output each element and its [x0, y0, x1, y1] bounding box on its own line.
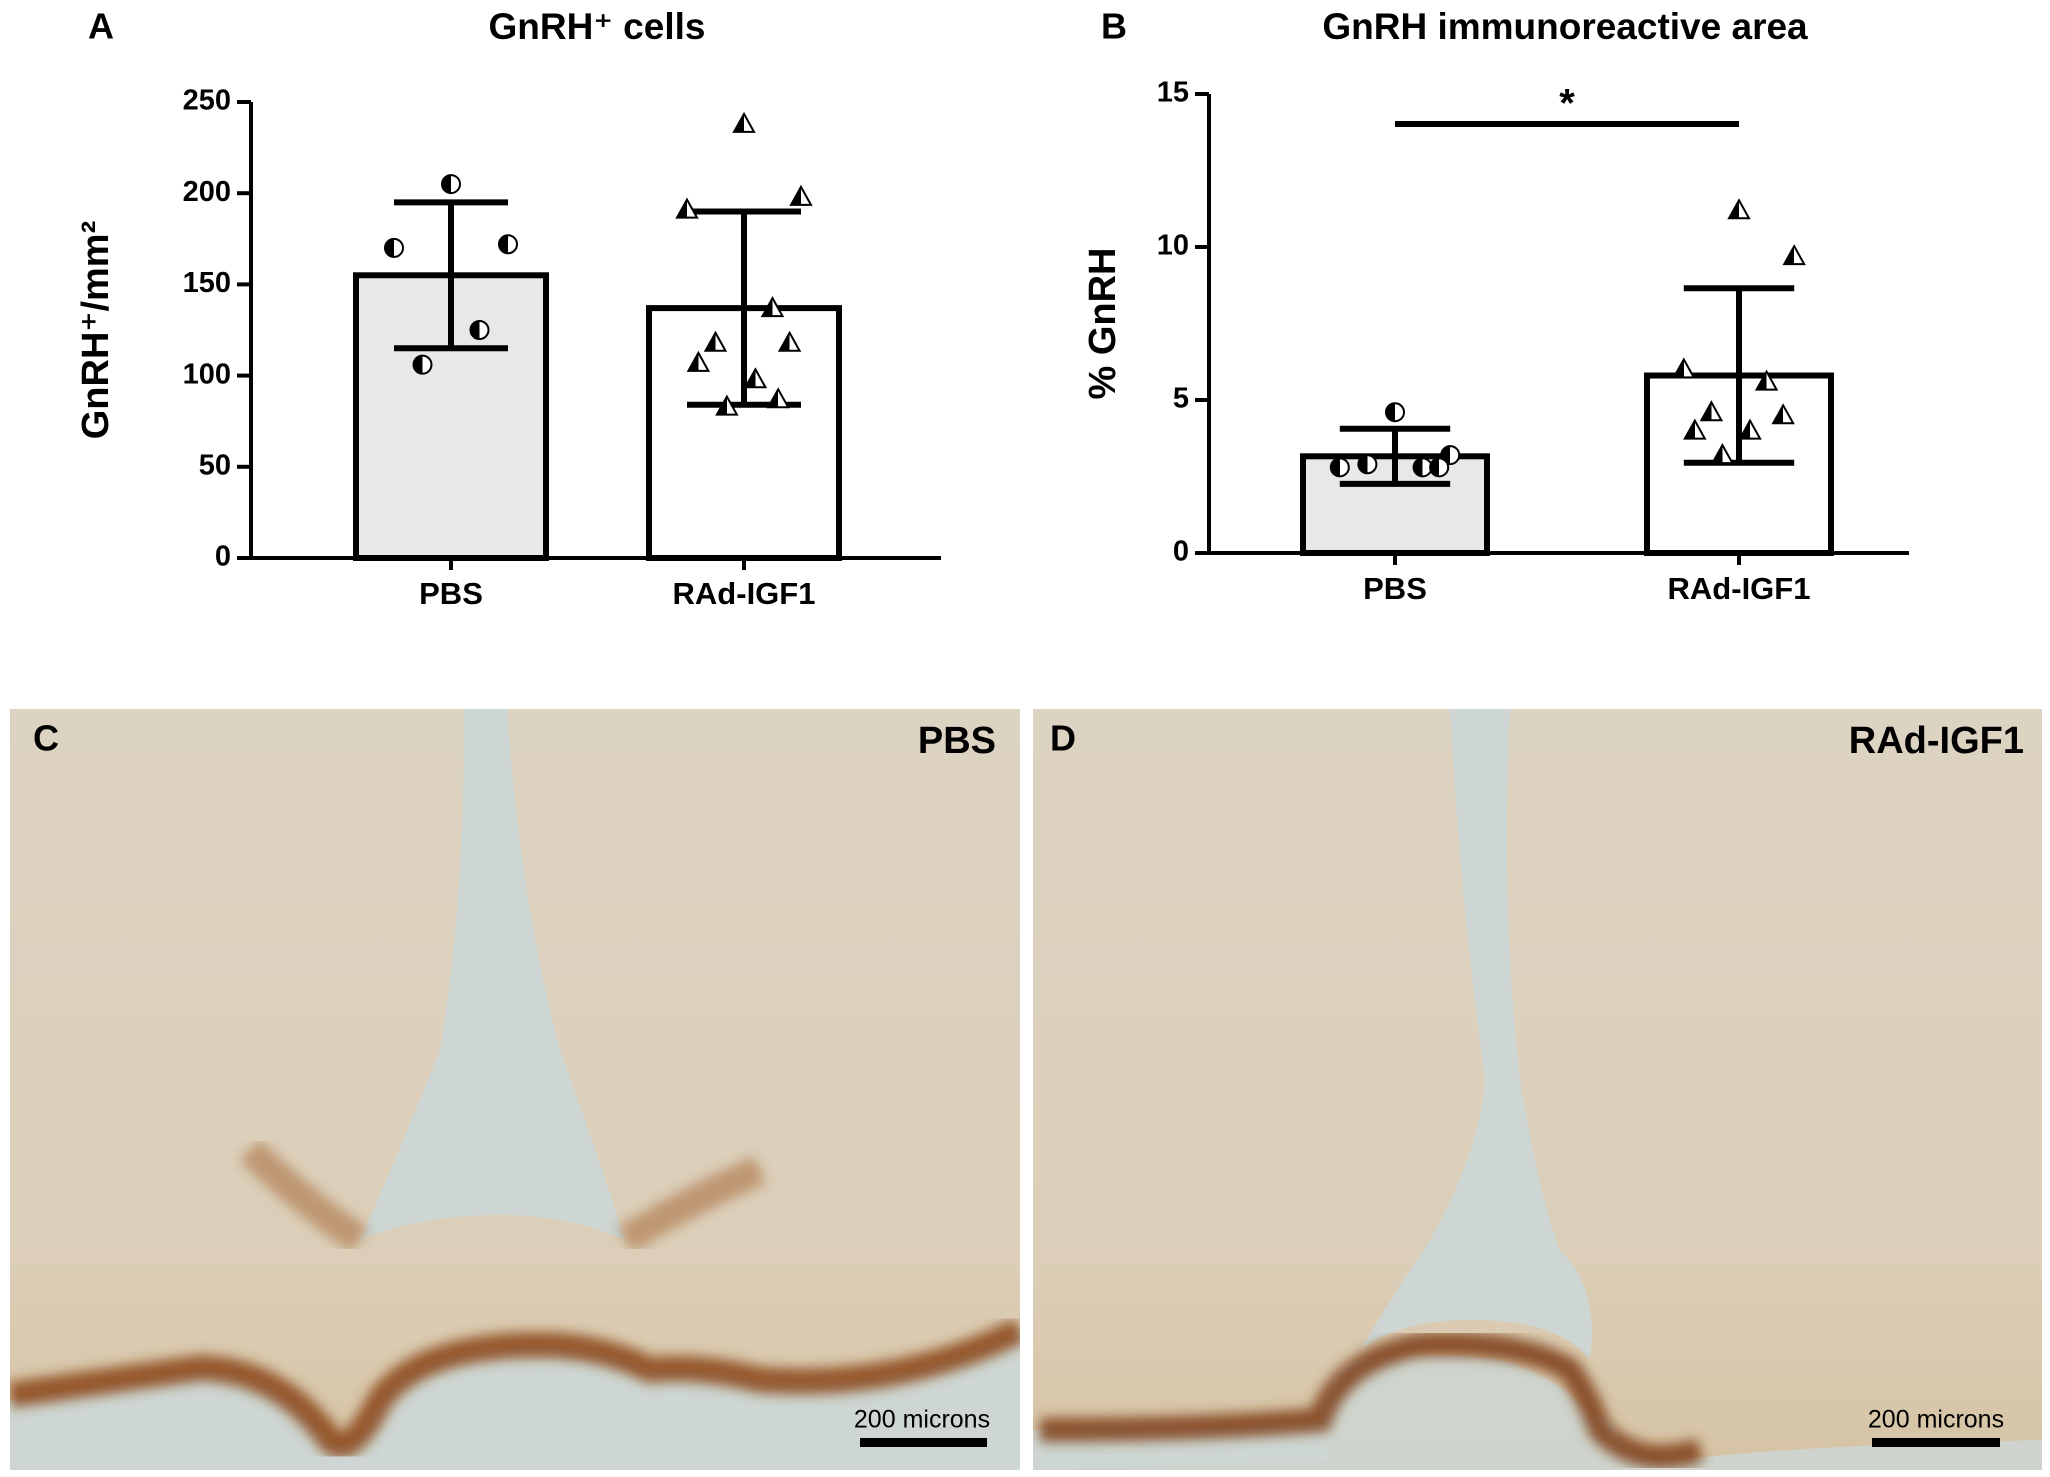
data-point [1357, 454, 1378, 475]
panel-label: B [1101, 6, 1127, 47]
y-tick-label: 5 [1173, 383, 1189, 415]
micrograph-label: RAd-IGF1 [1849, 720, 2024, 762]
y-tick-label: 100 [183, 358, 231, 390]
data-point [1429, 457, 1450, 478]
data-point [1440, 445, 1461, 466]
data-point [1710, 443, 1735, 465]
chart-title: GnRH immunoreactive area [1322, 6, 1808, 47]
error-bar [394, 199, 508, 352]
panel-label: A [88, 6, 114, 47]
data-point [1385, 402, 1405, 423]
y-tick-label: 250 [183, 85, 231, 117]
data-point [777, 330, 802, 352]
y-axis-label: % GnRH [1082, 248, 1124, 400]
data-point [498, 234, 518, 255]
micrograph-label: PBS [918, 720, 996, 762]
error-bar [1339, 425, 1451, 487]
y-tick-label: 0 [1173, 536, 1189, 568]
data-point [384, 237, 404, 258]
significance-label: * [1559, 82, 1575, 126]
panel-label: D [1050, 718, 1076, 759]
data-point [1754, 369, 1779, 391]
data-point [1727, 198, 1751, 220]
y-tick-label: 200 [183, 176, 231, 208]
data-point [1329, 457, 1350, 478]
y-tick-label: 50 [199, 449, 231, 481]
data-point [1771, 403, 1795, 425]
y-tick-label: 0 [215, 541, 231, 573]
data-point [789, 184, 813, 206]
data-point [686, 350, 711, 372]
data-point [412, 354, 433, 375]
data-point [441, 174, 461, 195]
panel-label: C [33, 718, 59, 759]
data-point [1738, 418, 1762, 440]
y-tick-label: 10 [1157, 230, 1189, 262]
x-tick-label: RAd-IGF1 [673, 576, 816, 611]
data-point [1683, 418, 1707, 440]
data-point [760, 296, 785, 318]
micrograph-labels: C PBS 200 microns D RAd-IGF1 200 microns [33, 718, 2024, 1447]
scale-bar-label: 200 microns [1868, 1406, 2004, 1434]
data-point [469, 320, 490, 340]
data-point [675, 197, 699, 219]
y-tick-label: 15 [1157, 77, 1189, 109]
scale-bar [1872, 1438, 2000, 1447]
chart-title: GnRH⁺ cells [489, 6, 706, 47]
scale-bar [860, 1438, 987, 1447]
data-point [1672, 357, 1696, 379]
micrograph-d [1033, 709, 2042, 1470]
data-point [703, 330, 728, 352]
x-tick-label: RAd-IGF1 [1668, 571, 1811, 606]
data-point [743, 367, 768, 389]
data-point [715, 394, 739, 416]
error-bar [1683, 285, 1795, 466]
scale-bar-label: 200 microns [854, 1406, 990, 1434]
chart: B GnRH immunoreactive area % GnRH 0 5 10 15 PBS… [1082, 6, 1909, 606]
chart: A GnRH⁺ cells GnRH⁺/mm² 0 50 100 150 200 250 PBS R… [75, 6, 941, 611]
micrograph-c [10, 709, 1020, 1470]
data-point [1782, 244, 1806, 266]
x-tick-label: PBS [419, 576, 483, 611]
x-tick-label: PBS [1363, 571, 1427, 606]
data-point [766, 387, 790, 409]
data-point [732, 111, 756, 133]
data-point [1699, 400, 1724, 422]
y-axis-label: GnRH⁺/mm² [75, 221, 117, 440]
y-tick-label: 150 [183, 267, 231, 299]
data-point [1412, 457, 1433, 478]
